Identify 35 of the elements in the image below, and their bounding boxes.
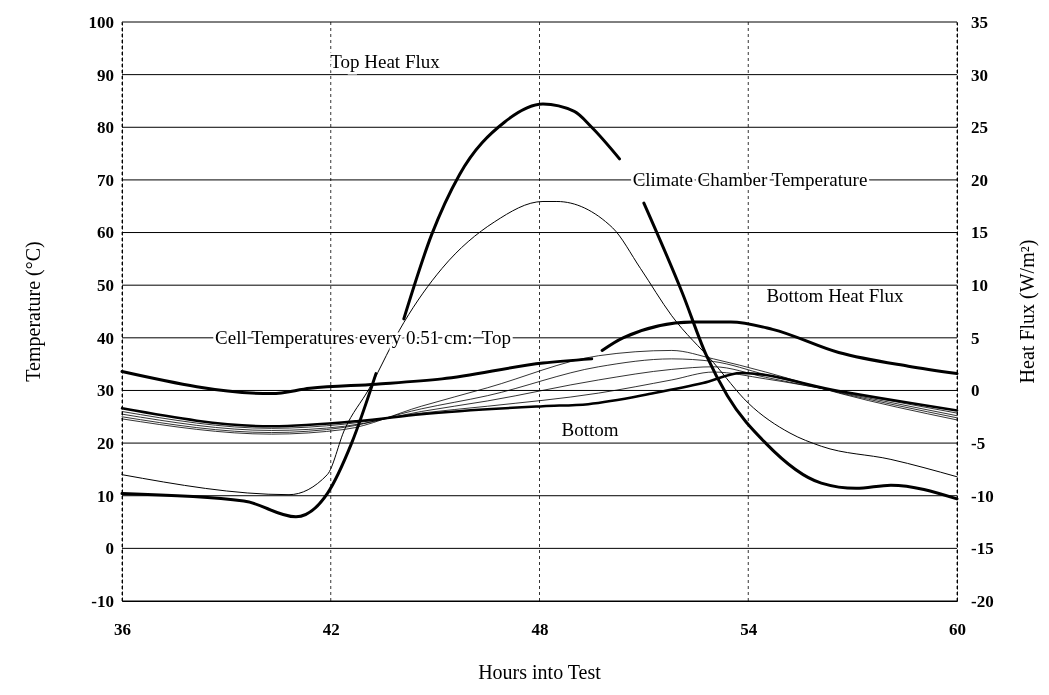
y-tick-label: 50 [97,276,114,296]
x-tick-label: 54 [740,620,758,640]
y-tick-label: 30 [97,381,114,401]
y-axis-title: Temperature (°C) [22,241,45,382]
y-tick-label: 100 [88,12,114,32]
y-tick-label: 60 [97,223,114,243]
y2-tick-label: 25 [971,118,988,138]
y2-tick-label: 20 [971,170,988,190]
x-tick-label: 60 [949,620,966,640]
y-tick-label: 80 [97,118,114,138]
y-tick-label: 10 [97,486,114,506]
y2-tick-label: -15 [971,539,994,559]
y-tick-label: 90 [97,65,114,85]
y-tick-label: 70 [97,170,114,190]
y2-tick-label: -5 [971,434,986,454]
y2-tick-label: 10 [971,276,988,296]
y2-tick-label: 15 [971,223,988,243]
y2-tick-label: -10 [971,486,994,506]
y-tick-label: 0 [105,539,114,559]
x-axis-title: Hours into Test [478,661,602,683]
y2-tick-label: 35 [971,12,988,32]
y2-axis-title: Heat Flux (W/m²) [1016,239,1039,384]
x-tick-label: 48 [531,620,549,640]
y2-tick-label: -20 [971,591,994,611]
x-tick-label: 36 [114,620,131,640]
y2-tick-label: 5 [971,328,980,348]
y-tick-label: 20 [97,434,114,454]
y2-tick-label: 0 [971,381,980,401]
annotation: Top Heat Flux [330,51,441,73]
x-tick-label: 42 [322,620,340,640]
y-tick-label: -10 [91,591,114,611]
y-tick-label: 40 [97,328,114,348]
y2-tick-label: 30 [971,65,988,85]
annotation: Bottom Heat Flux [766,285,905,307]
annotation: Bottom [561,419,619,441]
